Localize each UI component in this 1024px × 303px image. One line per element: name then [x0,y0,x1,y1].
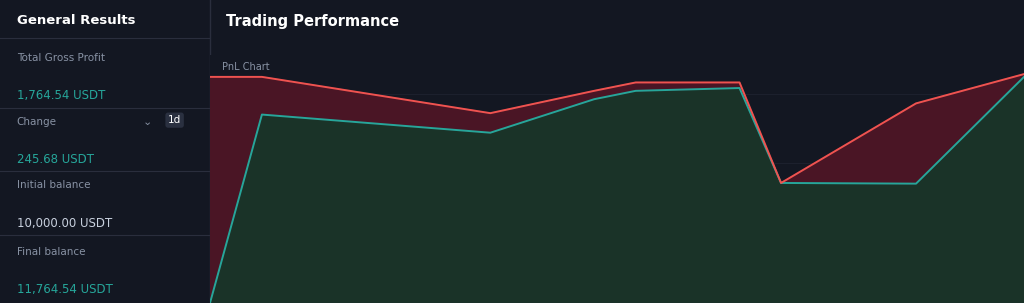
Text: Final balance: Final balance [16,247,85,257]
Text: Trading Performance: Trading Performance [226,14,399,29]
Text: 245.68 USDT: 245.68 USDT [16,153,94,166]
Text: Initial balance: Initial balance [16,180,90,190]
Text: 1d: 1d [168,115,181,125]
Text: 10,000.00 USDT: 10,000.00 USDT [16,217,112,230]
Text: 11,764.54 USDT: 11,764.54 USDT [16,283,113,296]
Text: Total Gross Profit: Total Gross Profit [16,53,104,63]
Text: ⌄: ⌄ [142,117,153,127]
Text: PnL Chart: PnL Chart [222,62,270,72]
Text: General Results: General Results [16,14,135,27]
Text: 1,764.54 USDT: 1,764.54 USDT [16,89,105,102]
Text: Change: Change [16,117,56,127]
